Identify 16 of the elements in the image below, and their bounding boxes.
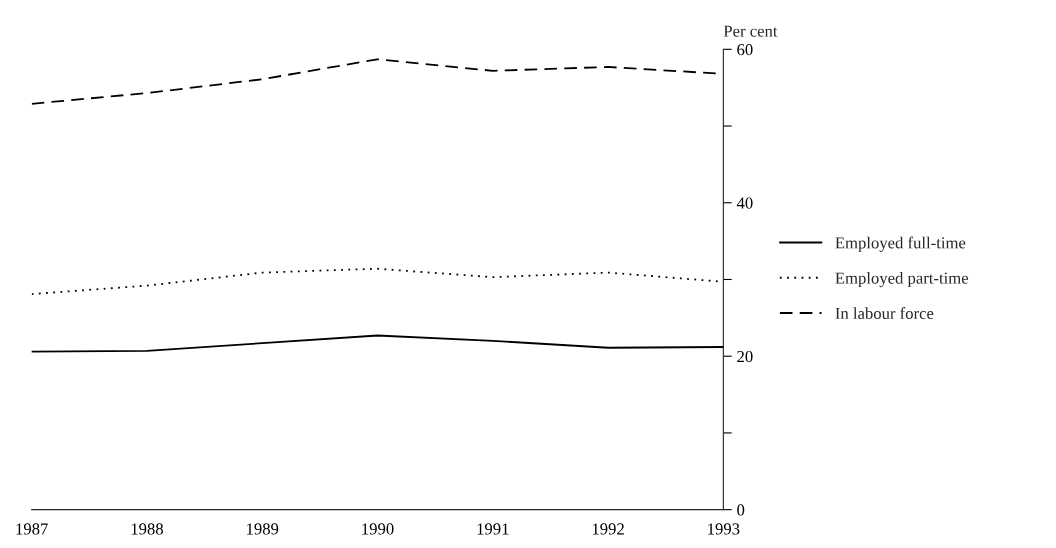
y-tick-label: 0: [737, 504, 745, 516]
legend-label: Employed part-time: [835, 272, 969, 288]
x-tick-label: 1991: [477, 523, 509, 535]
x-tick-label: 1989: [247, 523, 279, 535]
y-tick-label: 60: [737, 44, 753, 56]
x-tick-label: 1987: [16, 523, 48, 535]
y-axis-title: Per cent: [723, 25, 778, 37]
y-tick-label: 20: [737, 350, 753, 363]
line-series: [31, 334, 724, 353]
x-tick-label: 1992: [592, 523, 624, 535]
x-tick-label: 1990: [362, 523, 394, 535]
legend-label: Employed full-time: [835, 236, 966, 252]
y-tick-label: 40: [736, 197, 753, 209]
legend-label: In labour force: [835, 307, 934, 319]
x-tick-label: 1993: [708, 523, 740, 535]
x-tick-label: 1988: [131, 523, 163, 535]
